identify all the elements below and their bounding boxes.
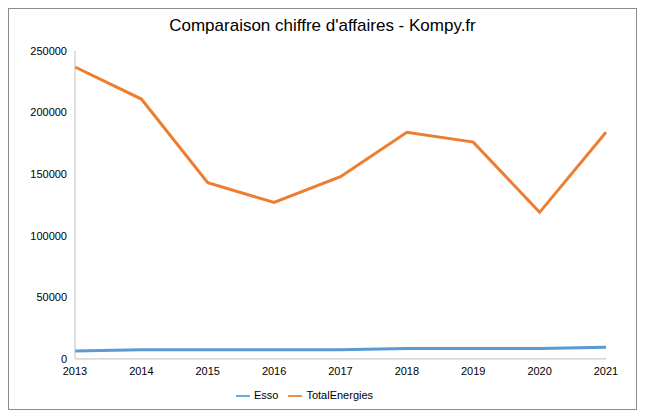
svg-text:2021: 2021 bbox=[594, 365, 618, 377]
svg-text:200000: 200000 bbox=[30, 106, 67, 118]
svg-text:2017: 2017 bbox=[328, 365, 352, 377]
svg-text:2014: 2014 bbox=[129, 365, 153, 377]
svg-text:2016: 2016 bbox=[262, 365, 286, 377]
svg-text:2018: 2018 bbox=[395, 365, 419, 377]
svg-text:0: 0 bbox=[61, 353, 67, 365]
html-text:TotalEnergies: TotalEnergies bbox=[306, 388, 374, 401]
svg-text:2015: 2015 bbox=[196, 365, 220, 377]
svg-text:50000: 50000 bbox=[36, 291, 67, 303]
svg-text:150000: 150000 bbox=[30, 168, 67, 180]
svg-text:2013: 2013 bbox=[63, 365, 87, 377]
html-text:Comparaison chiffre d'affaires: Comparaison chiffre d'affaires - Kompy.f… bbox=[169, 16, 476, 35]
html-text:Esso: Esso bbox=[253, 388, 279, 401]
svg-text:2020: 2020 bbox=[527, 365, 551, 377]
svg-text:250000: 250000 bbox=[30, 45, 67, 57]
svg-text:2019: 2019 bbox=[461, 365, 485, 377]
svg-text:100000: 100000 bbox=[30, 230, 67, 242]
